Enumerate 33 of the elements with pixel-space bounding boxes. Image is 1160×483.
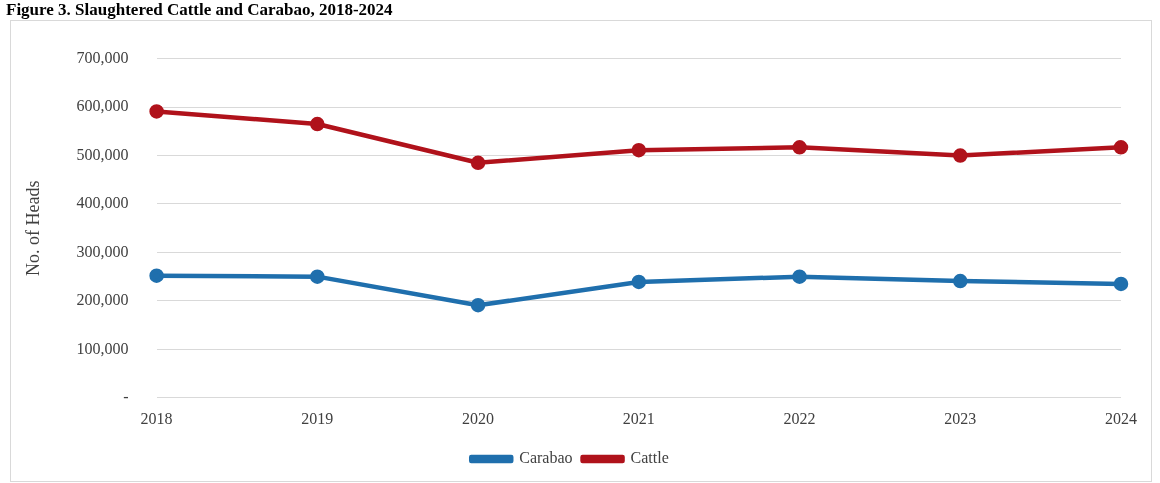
point bbox=[792, 140, 807, 155]
x-tick-label: 2021 bbox=[622, 409, 655, 427]
legend-label: Cattle bbox=[630, 449, 669, 467]
y-tick-label: 200,000 bbox=[76, 291, 129, 309]
point bbox=[631, 142, 647, 158]
legend-label: Carabao bbox=[519, 449, 573, 467]
x-tick-label: 2023 bbox=[944, 409, 977, 427]
x-tick-label: 2018 bbox=[140, 409, 173, 427]
point bbox=[953, 273, 968, 289]
point bbox=[470, 155, 486, 171]
y-tick-label: 100,000 bbox=[76, 339, 129, 357]
point bbox=[953, 148, 968, 163]
x-tick-label: 2024 bbox=[1105, 409, 1137, 427]
y-tick-label: 400,000 bbox=[76, 194, 129, 212]
point bbox=[631, 274, 647, 290]
point bbox=[310, 116, 325, 132]
point bbox=[1113, 276, 1129, 292]
y-tick-label: 700,000 bbox=[76, 48, 129, 66]
x-tick-label: 2022 bbox=[783, 409, 816, 427]
point bbox=[792, 269, 807, 284]
point bbox=[149, 104, 164, 119]
point bbox=[310, 269, 325, 284]
point bbox=[1113, 140, 1129, 155]
x-tick-label: 2019 bbox=[301, 409, 334, 427]
x-tick-label: 2020 bbox=[462, 409, 495, 427]
y-tick-label: 600,000 bbox=[76, 97, 129, 115]
y-tick-label: 500,000 bbox=[76, 145, 129, 163]
y-axis-title: No. of Heads bbox=[22, 180, 43, 276]
y-tick-label: - bbox=[123, 388, 129, 405]
point bbox=[149, 268, 164, 283]
chart-title: Figure 3. Slaughtered Cattle and Carabao, 2018-2024 bbox=[5, 0, 394, 20]
point bbox=[470, 298, 486, 313]
y-tick-label: 300,000 bbox=[76, 242, 129, 260]
